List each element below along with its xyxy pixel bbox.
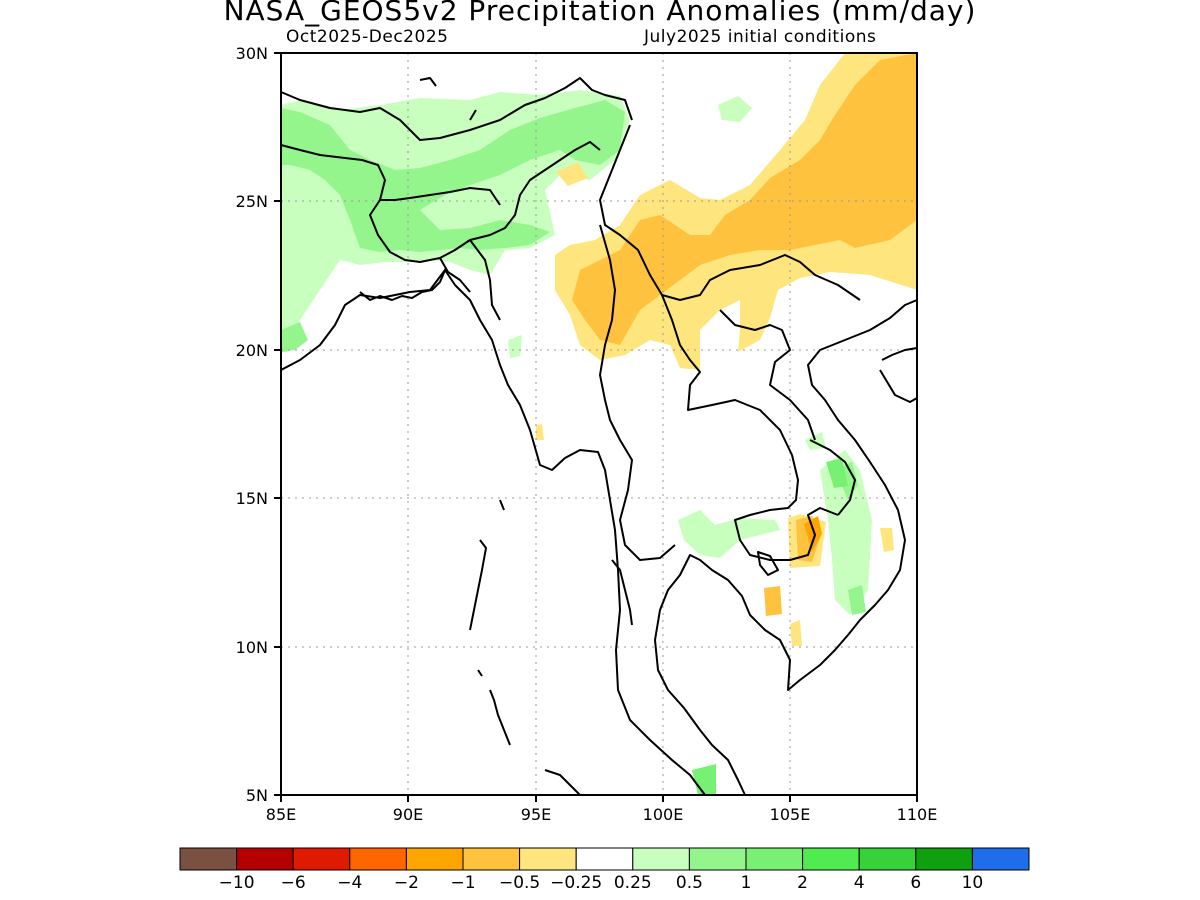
colorbar-label: −0.5 [499,873,540,893]
colorbar-swatch [179,847,238,871]
forecast-period: Oct2025-Dec2025 [286,27,449,47]
colorbar-swatch [632,847,690,871]
lat-label-25n: 25N [236,192,268,211]
wet-region-medium-2 [281,322,308,352]
dry-region-strong-3 [764,586,782,616]
lon-label-110e: 110E [897,805,938,824]
lon-label-100e: 100E [643,805,684,824]
wet-region-medium-1 [281,100,625,252]
colorbar: −10 −6 −4 −2 −1 −0.5 −0.25 0.25 0.5 1 2 4 6 10 [179,847,1030,893]
colorbar-swatch [858,847,917,871]
colorbar-label: −1 [450,873,475,893]
wet-region-strong-2 [826,458,848,488]
tick-marks [274,52,918,802]
wet-region-light-4 [820,450,872,615]
lon-label-90e: 90E [393,805,423,824]
colorbar-label: 1 [741,873,752,893]
colorbar-swatch [292,847,351,871]
colorbar-swatch [236,847,294,871]
dry-region-strong-4 [804,516,822,552]
lat-label-15n: 15N [236,489,268,508]
wet-region-medium-4 [848,585,866,615]
wet-region-light-3 [678,510,780,558]
colorbar-label: −6 [281,873,306,893]
colorbar-label: 2 [797,873,808,893]
wet-region-light-2 [718,96,752,122]
initial-conditions: July2025 initial conditions [644,27,877,47]
lon-label-105e: 105E [770,805,811,824]
colorbar-label: 10 [962,873,984,893]
map-title: NASA_GEOS5v2 Precipitation Anomalies (mm… [223,0,977,27]
dry-region-strong-1 [572,53,917,345]
lat-label-30n: 30N [236,44,268,63]
lat-label-10n: 10N [236,638,268,657]
dry-region-light-6 [790,620,802,646]
colorbar-label: −4 [337,873,362,893]
wet-region-light-5 [508,335,522,358]
colorbar-label: −2 [394,873,419,893]
colorbar-label: −0.25 [550,873,602,893]
colorbar-swatch [462,847,521,871]
lon-label-95e: 95E [521,805,551,824]
colorbar-swatch [519,847,577,871]
colorbar-label: 6 [910,873,921,893]
colorbar-swatch [575,847,634,871]
colorbar-label: 4 [854,873,865,893]
coastlines-and-borders [280,77,918,796]
colorbar-label: −10 [219,873,255,893]
dry-region-light-4 [536,424,544,440]
colorbar-swatch [349,847,407,871]
colorbar-swatch [971,847,1030,871]
lon-label-85e: 85E [266,805,296,824]
colorbar-label: 0.25 [614,873,652,893]
anomaly-shading [281,53,917,795]
lat-label-20n: 20N [236,341,268,360]
colorbar-swatch [688,847,747,871]
map-panel: 85E 90E 95E 100E 105E 110E 30N 25N 20N 1… [236,44,938,824]
lat-label-5n: 5N [246,786,268,805]
colorbar-label: 0.5 [676,873,703,893]
latitude-labels: 30N 25N 20N 15N 10N 5N [236,44,268,805]
colorbar-swatch [745,847,804,871]
colorbar-swatch [802,847,860,871]
longitude-labels: 85E 90E 95E 100E 105E 110E [266,805,938,824]
colorbar-swatch [915,847,973,871]
dry-region-light-2 [556,162,588,186]
dry-region-light-3 [880,528,894,552]
map-frame [280,52,918,796]
colorbar-swatch [405,847,464,871]
